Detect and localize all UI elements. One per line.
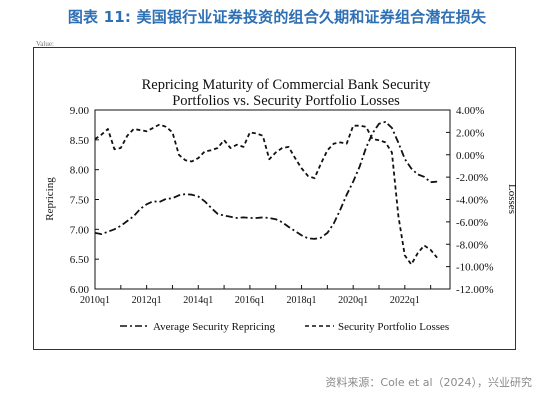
right-tick-label: 4.00% (456, 105, 484, 117)
x-tick-label: 2014q1 (183, 295, 213, 306)
left-tick-label: 6.50 (70, 254, 90, 266)
x-tick-label: 2010q1 (80, 295, 110, 306)
left-tick-label: 7.50 (70, 195, 90, 207)
clipped-label: Value: (36, 40, 54, 48)
chart-title-line1: Repricing Maturity of Commercial Bank Se… (142, 77, 431, 93)
x-tick-label: 2012q1 (132, 295, 162, 306)
right-tick-label: -10.00% (456, 262, 494, 274)
right-tick-label: -4.00% (456, 195, 488, 207)
series-layer (94, 121, 438, 266)
x-tick-label: 2020q1 (338, 295, 368, 306)
left-tick-label: 6.00 (70, 284, 90, 296)
chart-frame (33, 47, 516, 350)
right-tick-label: -2.00% (456, 172, 488, 184)
tick-layer: 6.00 6.50 7.00 7.50 8.00 8.50 9.00 -12.00% -10.0… (70, 105, 494, 306)
right-tick-label: -6.00% (456, 217, 488, 229)
right-tick-label: 2.00% (456, 127, 484, 139)
legend-label-repricing: Average Security Repricing (153, 321, 275, 333)
legend-label-losses: Security Portfolio Losses (338, 321, 449, 333)
left-tick-label: 7.00 (70, 224, 90, 236)
legend: Average Security Repricing Security Port… (120, 321, 449, 333)
right-tick-label: 0.00% (456, 150, 484, 162)
right-tick-label: -12.00% (456, 284, 494, 296)
chart-svg: Repricing Maturity of Commercial Bank Se… (44, 77, 516, 333)
figure-title: 图表 11: 美国银行业证券投资的组合久期和证券组合潜在损失 (67, 8, 487, 26)
x-tick-label: 2018q1 (287, 295, 317, 306)
x-tick-label: 2016q1 (235, 295, 265, 306)
left-axis-label: Repricing (44, 177, 56, 221)
right-tick-label: -8.00% (456, 239, 488, 251)
right-axis-label: Losses (506, 184, 516, 214)
chart-title-line2: Portfolios vs. Security Portfolio Losses (172, 93, 400, 109)
series-line-repricing (94, 121, 438, 240)
series-line-losses (94, 123, 438, 266)
left-tick-label: 9.00 (70, 105, 90, 117)
left-tick-label: 8.50 (70, 135, 90, 147)
x-tick-label: 2022q1 (390, 295, 420, 306)
source-note: 资料来源：Cole et al（2024），兴业研究 (325, 376, 532, 389)
left-tick-label: 8.00 (70, 165, 90, 177)
